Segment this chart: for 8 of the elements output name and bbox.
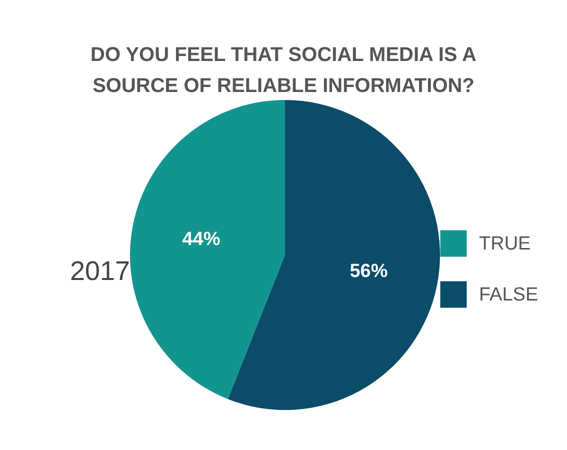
data-label: 44%: [182, 229, 220, 250]
pie-slice: [130, 100, 285, 400]
chart-title: DO YOU FEEL THAT SOCIAL MEDIA IS A SOURCE OF RELIABLE INFORMATION?: [90, 44, 476, 97]
pie-slice: [228, 100, 440, 410]
legend-label: TRUE: [479, 234, 531, 254]
legend-label: FALSE: [479, 284, 538, 306]
text: 2017: [70, 256, 130, 286]
data-label: 56%: [350, 260, 388, 282]
